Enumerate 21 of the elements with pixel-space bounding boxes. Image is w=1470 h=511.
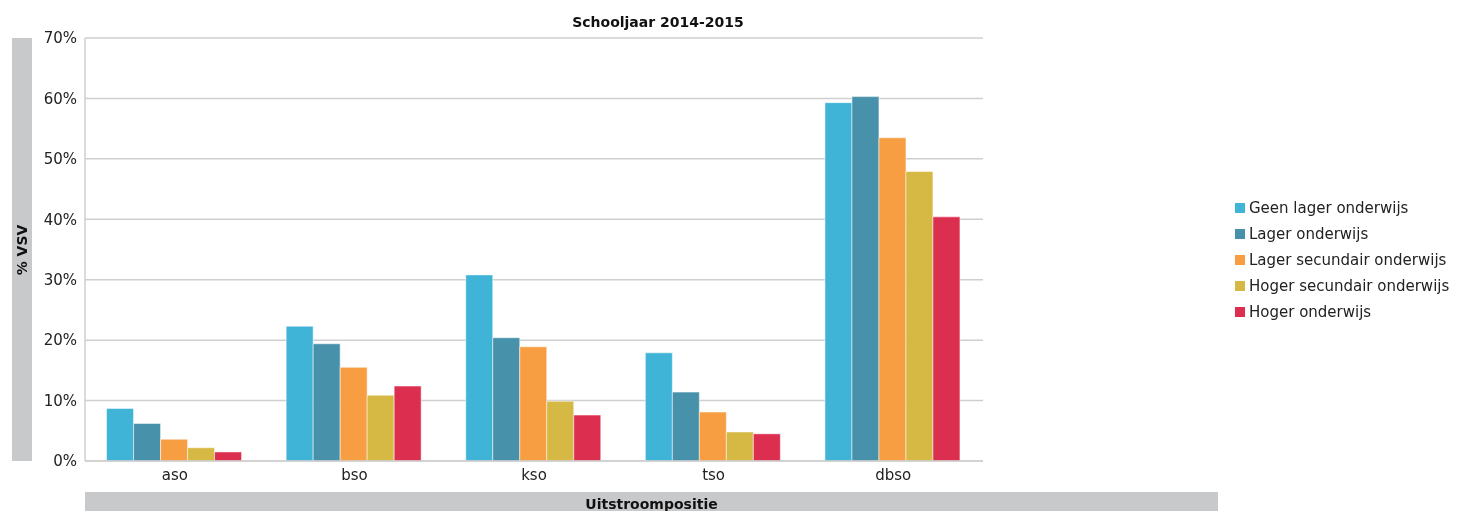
- legend-label: Lager secundair onderwijs: [1249, 250, 1447, 269]
- y-tick-label: 30%: [43, 271, 77, 290]
- legend-label: Hoger onderwijs: [1249, 302, 1372, 321]
- y-tick-label: 10%: [43, 391, 77, 410]
- y-tick-label: 50%: [43, 150, 77, 169]
- x-tick-label: dbso: [875, 465, 912, 484]
- x-tick-label: bso: [341, 465, 368, 484]
- x-axis-title: Uitstroompositie: [85, 492, 1218, 511]
- x-tick-label: kso: [521, 465, 547, 484]
- y-axis-title: % VSV: [14, 224, 30, 275]
- y-tick-label: 20%: [43, 331, 77, 350]
- legend-label: Lager onderwijs: [1249, 224, 1369, 243]
- x-tick-label: tso: [702, 465, 726, 484]
- chart-title: Schooljaar 2014-2015: [571, 14, 745, 30]
- y-tick-label: 60%: [43, 89, 77, 108]
- legend-label: Geen lager onderwijs: [1249, 198, 1409, 217]
- legend-label: Hoger secundair onderwijs: [1249, 276, 1450, 295]
- y-tick-label: 0%: [53, 452, 77, 471]
- y-tick-label: 70%: [43, 29, 77, 48]
- x-tick-label: aso: [161, 465, 188, 484]
- y-tick-label: 40%: [43, 210, 77, 229]
